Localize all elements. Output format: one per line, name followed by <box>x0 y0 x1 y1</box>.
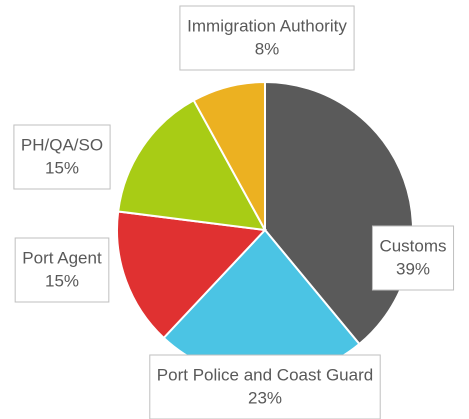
label-box <box>179 5 355 71</box>
label-name: Port Police and Coast Guard <box>157 365 373 384</box>
pie-slice <box>116 210 268 340</box>
label-box <box>371 225 455 291</box>
data-label: Port Agent 15% <box>14 237 110 303</box>
pie-slice <box>192 80 266 231</box>
label-value: 15% <box>45 158 79 177</box>
label-value: 39% <box>396 259 430 278</box>
data-label: Port Police and Coast Guard 23% <box>149 354 381 419</box>
label-value: 15% <box>45 271 79 290</box>
data-label: Customs 39% <box>371 225 455 291</box>
label-name: Customs <box>379 236 446 255</box>
label-name: Port Agent <box>22 248 102 267</box>
label-box <box>13 124 111 190</box>
data-label: Immigration Authority 8% <box>179 5 355 71</box>
label-box <box>14 237 110 303</box>
pie-slice <box>117 98 267 232</box>
data-label: PH/QA/SO 15% <box>13 124 111 190</box>
label-box <box>149 354 381 419</box>
label-name: Immigration Authority <box>187 16 347 35</box>
label-value: 8% <box>255 39 280 58</box>
label-value: 23% <box>248 388 282 407</box>
label-name: PH/QA/SO <box>21 135 103 154</box>
